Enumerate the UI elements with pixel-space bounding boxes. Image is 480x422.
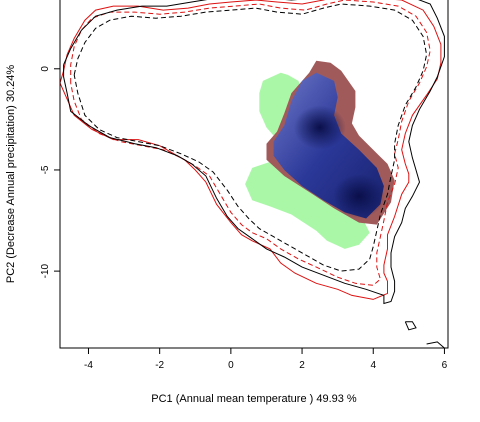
contour-line-1 [60, 0, 442, 300]
contour-line-2 [70, 0, 431, 286]
plot-frame [59, 0, 449, 349]
contour-lines [60, 0, 445, 348]
y-axis: 0 -5 -10 [40, 66, 60, 278]
x-tick-label: -2 [155, 360, 164, 371]
density-core-2 [333, 174, 386, 219]
plot-area [60, 0, 445, 348]
y-tick-label: -10 [40, 263, 51, 278]
x-tick-label: 6 [442, 360, 448, 371]
x-tick-label: 0 [228, 360, 234, 371]
y-tick-label: 0 [40, 66, 51, 72]
contour-line-4 [73, 3, 428, 272]
x-axis: -4 -2 0 2 4 6 [84, 348, 448, 371]
density-regions [245, 60, 395, 249]
y-axis-label: PC2 (Decrease Annual precipitation) 30.2… [5, 65, 17, 284]
x-tick-label: 4 [370, 360, 376, 371]
x-axis-label: PC1 (Annual mean temperature ) 49.93 % [151, 393, 357, 405]
density-core-1 [293, 105, 346, 150]
contour-line-5 [404, 321, 417, 331]
x-tick-label: -4 [84, 360, 93, 371]
y-tick-label: -5 [40, 165, 51, 174]
contour-line-6 [426, 341, 445, 348]
x-tick-label: 2 [299, 360, 305, 371]
contour-line-3 [63, 0, 445, 305]
